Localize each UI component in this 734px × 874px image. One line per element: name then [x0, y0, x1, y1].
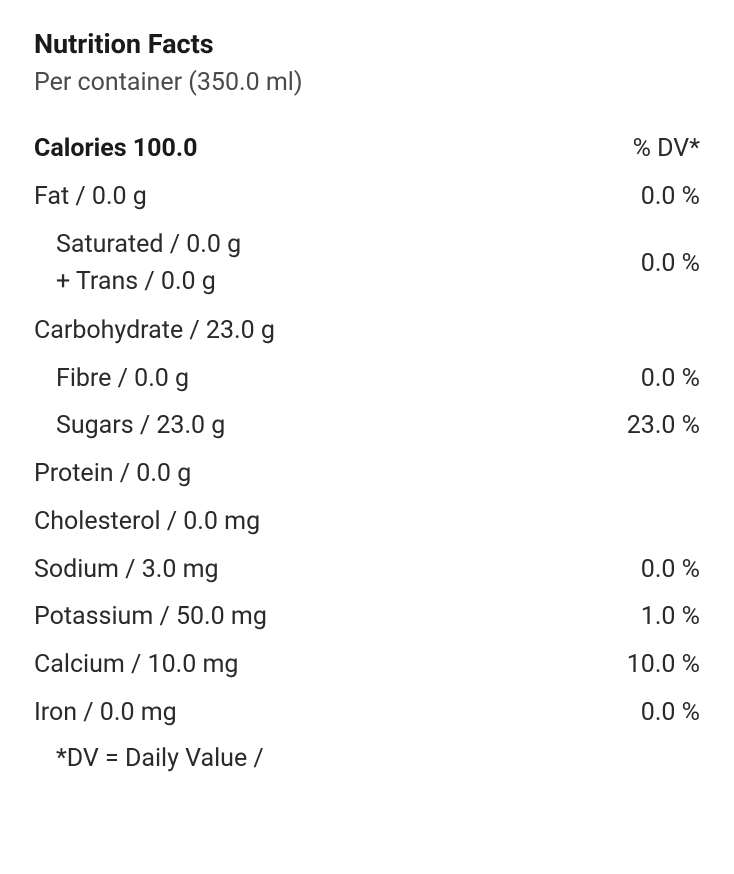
nutrient-row: Sodium / 3.0 mg 0.0 %: [34, 546, 700, 594]
saturated-trans-dv: 0.0 %: [641, 249, 700, 278]
dv-footnote: *DV = Daily Value /: [34, 737, 700, 773]
nutrient-row: Protein / 0.0 g: [34, 450, 700, 498]
nutrient-dv: 0.0 %: [641, 362, 700, 396]
calories-row: Calories 100.0 % DV*: [34, 125, 700, 173]
nutrient-rows: Fat / 0.0 g0.0 %Saturated / 0.0 g+ Trans…: [34, 173, 700, 737]
nutrient-label: Protein / 0.0 g: [34, 457, 191, 491]
nutrient-dv: 0.0 %: [641, 696, 700, 730]
nutrient-label: Carbohydrate / 23.0 g: [34, 314, 275, 348]
nutrient-row: Potassium / 50.0 mg 1.0 %: [34, 593, 700, 641]
nutrient-row: Cholesterol / 0.0 mg: [34, 498, 700, 546]
nutrient-dv: 1.0 %: [641, 600, 700, 634]
nutrition-facts-panel: Nutrition Facts Per container (350.0 ml)…: [0, 0, 734, 801]
nutrient-row: Sugars / 23.0 g 23.0 %: [34, 402, 700, 450]
trans-label: + Trans / 0.0 g: [56, 264, 241, 300]
subtitle: Per container (350.0 ml): [34, 68, 700, 97]
saturated-label: Saturated / 0.0 g: [56, 227, 241, 263]
nutrient-dv: 0.0 %: [641, 553, 700, 587]
calories-label: Calories 100.0: [34, 132, 197, 166]
nutrient-label: Fat / 0.0 g: [34, 180, 147, 214]
nutrient-label: Sodium / 3.0 mg: [34, 553, 219, 587]
nutrient-label: Iron / 0.0 mg: [34, 696, 177, 730]
nutrient-dv: 10.0 %: [627, 648, 700, 682]
nutrient-label: Cholesterol / 0.0 mg: [34, 505, 260, 539]
saturated-trans-labels: Saturated / 0.0 g+ Trans / 0.0 g: [34, 227, 241, 300]
nutrient-label: Calcium / 10.0 mg: [34, 648, 238, 682]
nutrient-label: Sugars / 23.0 g: [34, 409, 225, 443]
nutrient-row: Fibre / 0.0 g 0.0 %: [34, 355, 700, 403]
nutrient-label: Fibre / 0.0 g: [34, 362, 189, 396]
nutrient-dv: 23.0 %: [627, 409, 700, 443]
title: Nutrition Facts: [34, 28, 700, 62]
nutrient-row: Fat / 0.0 g 0.0 %: [34, 173, 700, 221]
dv-header: % DV*: [633, 132, 700, 166]
nutrient-row: Carbohydrate / 23.0 g: [34, 307, 700, 355]
nutrient-label: Potassium / 50.0 mg: [34, 600, 267, 634]
nutrient-dv: 0.0 %: [641, 180, 700, 214]
nutrient-row: Calcium / 10.0 mg 10.0 %: [34, 641, 700, 689]
nutrient-row: Iron / 0.0 mg 0.0 %: [34, 689, 700, 737]
saturated-trans-row: Saturated / 0.0 g+ Trans / 0.0 g 0.0 %: [34, 220, 700, 307]
